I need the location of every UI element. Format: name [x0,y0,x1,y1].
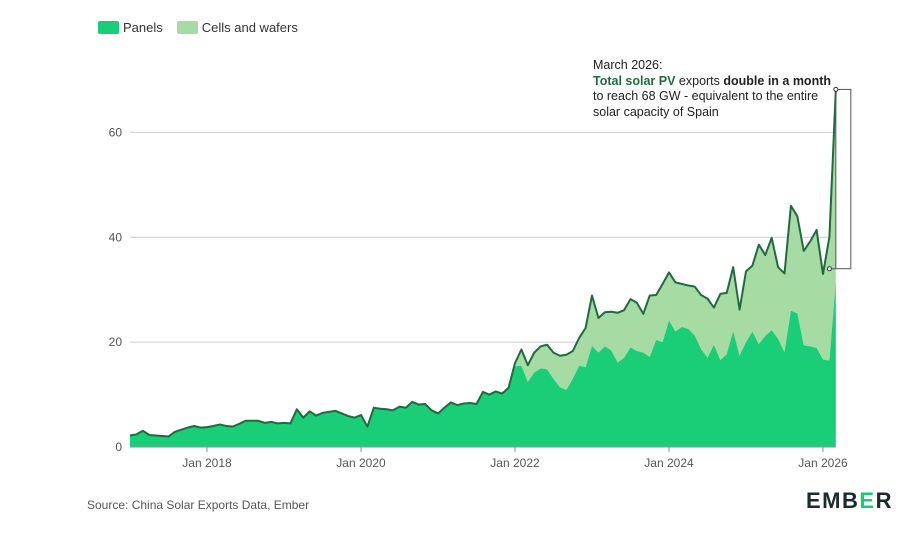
legend-item-cells[interactable]: Cells and wafers [176,20,298,35]
x-tick-label: Jan 2026 [798,456,848,470]
annotation-bold2: double in a month [723,73,832,88]
x-tick-label: Jan 2018 [182,456,232,470]
x-tick-label: Jan 2020 [336,456,386,470]
line-layer [129,89,837,438]
legend-label-cells: Cells and wafers [201,20,298,35]
logo-accent: E [859,488,876,513]
logo-left: EMB [806,488,860,513]
annotation-bracket [835,88,852,270]
annotation-marker-layer [826,86,852,272]
area-panels [130,281,836,447]
annotation-line1: March 2026: [593,58,663,72]
annotation-point-top [833,86,839,92]
annotation-text1: exports [675,73,724,88]
annotation-text: March 2026: Total solar PV exports doubl… [593,58,833,120]
x-tick-label: Jan 2024 [644,456,694,470]
total-exports-line [129,89,837,438]
legend-swatch-cells [176,21,198,34]
y-tick-label: 0 [115,440,122,454]
annotation-text2: to reach 68 GW - equivalent to the entir… [593,89,819,119]
y-tick-label: 40 [109,230,123,244]
legend-swatch-panels [98,21,119,34]
x-tick-label: Jan 2022 [490,456,540,470]
legend-label-panels: Panels [123,20,163,35]
logo-right: R [875,488,893,513]
legend-item-panels[interactable]: Panels [98,20,163,35]
ember-logo: EMBER [806,488,893,514]
area-layer [130,89,836,447]
annotation-point-bottom [826,266,832,272]
y-tick-label: 20 [109,335,123,349]
annotation-bold1: Total solar PV [593,73,676,88]
y-tick-label: 60 [109,125,123,139]
source-note: Source: China Solar Exports Data, Ember [87,498,310,512]
legend: Panels Cells and wafers [98,20,298,35]
axis-layer: 0 20 40 60 Jan 2018 Jan 2020 Jan 2022 Jan 2024 J… [109,125,848,470]
annotation-body: Total solar PV exports double in a month… [593,74,833,121]
